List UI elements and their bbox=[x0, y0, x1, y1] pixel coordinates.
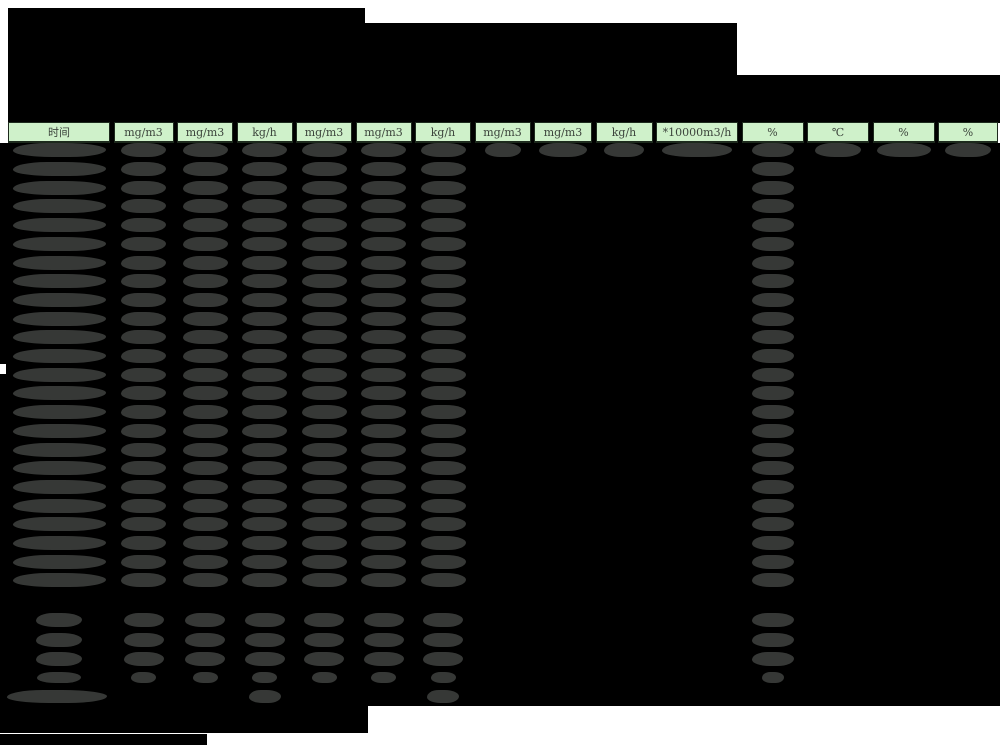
header-cell-15: % bbox=[938, 122, 998, 143]
header-cell-14: % bbox=[872, 122, 935, 143]
redacted-subtitle-block bbox=[365, 23, 737, 123]
table-body-corner-cut bbox=[368, 706, 1000, 733]
header-cell-9: mg/m3 bbox=[534, 122, 592, 143]
header-cell-7: kg/h bbox=[415, 122, 471, 143]
header-cell-2: mg/m3 bbox=[113, 122, 174, 143]
redacted-footer-bar bbox=[0, 734, 207, 745]
table-header-row: 时间 mg/m3 mg/m3 kg/h mg/m3 mg/m3 kg/h mg/m3 mg/m3… bbox=[8, 122, 998, 143]
redacted-info-block bbox=[737, 75, 1000, 123]
header-cell-4: kg/h bbox=[236, 122, 293, 143]
redacted-title-block bbox=[8, 8, 365, 123]
header-cell-11: *10000m3/h bbox=[656, 122, 738, 143]
header-cell-6: mg/m3 bbox=[355, 122, 412, 143]
header-cell-10: kg/h bbox=[595, 122, 653, 143]
redacted-table-body bbox=[0, 143, 1000, 733]
page-margin-notch bbox=[0, 364, 6, 374]
header-cell-13: ℃ bbox=[807, 122, 869, 143]
header-cell-3: mg/m3 bbox=[177, 122, 233, 143]
header-cell-1: 时间 bbox=[8, 122, 110, 143]
header-cell-12: % bbox=[741, 122, 804, 143]
header-cell-8: mg/m3 bbox=[474, 122, 531, 143]
header-cell-5: mg/m3 bbox=[296, 122, 352, 143]
